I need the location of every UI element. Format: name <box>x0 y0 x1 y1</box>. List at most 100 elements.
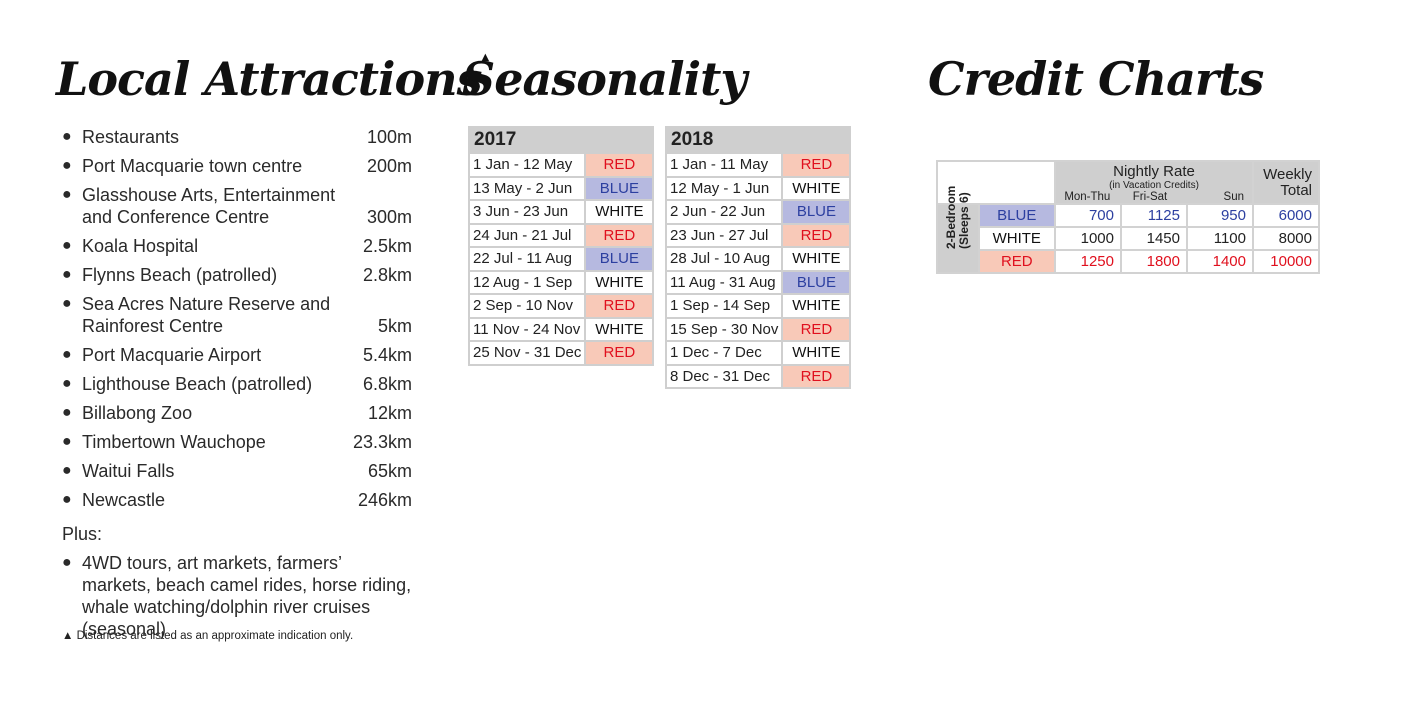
attraction-item: ● Lighthouse Beach (patrolled) 6.8km <box>62 373 412 395</box>
credit-season-label: BLUE <box>979 205 1054 226</box>
bullet-icon: ● <box>62 491 72 508</box>
date-range: 1 Jan - 12 May <box>470 154 585 176</box>
date-range: 3 Jun - 23 Jun <box>470 201 585 223</box>
season-year: 2018 <box>667 128 850 152</box>
credit-value: 8000 <box>1254 228 1318 249</box>
date-range: 24 Jun - 21 Jul <box>470 224 585 246</box>
col-fri-sat: Fri-Sat <box>1132 191 1168 203</box>
attraction-distance: 5.4km <box>362 345 412 365</box>
bullet-icon: ● <box>62 266 72 283</box>
distance-footnote: ▲ Distances are listed as an approximate… <box>62 630 354 642</box>
season-row: 22 Jul - 11 Aug BLUE <box>470 248 653 270</box>
attraction-distance: 23.3km <box>352 432 412 452</box>
credit-value: 10000 <box>1254 251 1318 272</box>
season-label: BLUE <box>586 248 653 270</box>
bullet-icon: ● <box>62 554 72 571</box>
attraction-distance: 12km <box>367 403 412 423</box>
attraction-distance: 2.5km <box>362 236 412 256</box>
date-range: 2 Jun - 22 Jun <box>667 201 782 223</box>
attraction-name: Restaurants <box>82 127 180 147</box>
attraction-name: Port Macquarie town centre <box>82 156 303 176</box>
season-label: RED <box>783 318 850 340</box>
season-label: RED <box>783 224 850 246</box>
attractions-list: ● Restaurants 100m ● Port Macquarie town cen… <box>62 126 412 518</box>
season-row: 12 May - 1 Jun WHITE <box>667 177 850 199</box>
col-mon-thu: Mon-Thu <box>1064 191 1111 203</box>
date-range: 22 Jul - 11 Aug <box>470 248 585 270</box>
date-range: 1 Jan - 11 May <box>667 154 782 176</box>
season-row: 1 Jan - 11 May RED <box>667 154 850 176</box>
season-label: WHITE <box>783 295 850 317</box>
season-label: RED <box>586 295 653 317</box>
season-label: RED <box>586 342 653 364</box>
attraction-name: Port Macquarie Airport <box>82 345 262 365</box>
season-row: 25 Nov - 31 Dec RED <box>470 342 653 364</box>
season-row: 1 Jan - 12 May RED <box>470 154 653 176</box>
attraction-name: Glasshouse Arts, Entertainment and Confe… <box>82 185 336 227</box>
attraction-item: ● Port Macquarie town centre 200m <box>62 155 412 177</box>
attraction-item: ● Newcastle 246km <box>62 489 412 511</box>
credit-value: 1100 <box>1188 228 1252 249</box>
season-label: BLUE <box>586 177 653 199</box>
credit-value: 1000 <box>1056 228 1120 249</box>
date-range: 25 Nov - 31 Dec <box>470 342 585 364</box>
credit-value: 1400 <box>1188 251 1252 272</box>
season-row: 3 Jun - 23 Jun WHITE <box>470 201 653 223</box>
season-row: 2 Jun - 22 Jun BLUE <box>667 201 850 223</box>
credit-value: 1250 <box>1056 251 1120 272</box>
season-row: 12 Aug - 1 Sep WHITE <box>470 271 653 293</box>
attraction-distance: 65km <box>367 461 412 481</box>
season-row: 11 Aug - 31 Aug BLUE <box>667 271 850 293</box>
attraction-item: ● Port Macquarie Airport 5.4km <box>62 344 412 366</box>
attraction-distance: 6.8km <box>362 374 412 394</box>
credit-value: 1125 <box>1122 205 1186 226</box>
date-range: 15 Sep - 30 Nov <box>667 318 782 340</box>
season-row: 23 Jun - 27 Jul RED <box>667 224 850 246</box>
bullet-icon: ● <box>62 157 72 174</box>
season-row: 2 Sep - 10 Nov RED <box>470 295 653 317</box>
bullet-icon: ● <box>62 346 72 363</box>
credit-charts-title: Credit Charts <box>928 52 1264 106</box>
season-label: WHITE <box>586 271 653 293</box>
season-label: RED <box>586 154 653 176</box>
attraction-distance: 100m <box>366 127 412 147</box>
weekly-total-header: Weekly Total <box>1254 162 1318 203</box>
bullet-icon: ● <box>62 462 72 479</box>
attraction-item: ● Koala Hospital 2.5km <box>62 235 412 257</box>
attraction-item: ● Waitui Falls 65km <box>62 460 412 482</box>
extra-activities: ● 4WD tours, art markets, farmers’ marke… <box>62 553 412 639</box>
attraction-item: ● Sea Acres Nature Reserve and Rainforest… <box>62 293 412 337</box>
season-row: 15 Sep - 30 Nov RED <box>667 318 850 340</box>
credit-season-label: RED <box>979 251 1054 272</box>
attraction-name: Sea Acres Nature Reserve and Rainforest … <box>82 294 331 336</box>
bullet-icon: ● <box>62 433 72 450</box>
date-range: 28 Jul - 10 Aug <box>667 248 782 270</box>
date-range: 8 Dec - 31 Dec <box>667 365 782 387</box>
attraction-item: ● Flynns Beach (patrolled) 2.8km <box>62 264 412 286</box>
attraction-name: Lighthouse Beach (patrolled) <box>82 374 313 394</box>
col-sun: Sun <box>1223 191 1245 203</box>
season-row: 8 Dec - 31 Dec RED <box>667 365 850 387</box>
season-row: 28 Jul - 10 Aug WHITE <box>667 248 850 270</box>
season-row: 11 Nov - 24 Nov WHITE <box>470 318 653 340</box>
plus-label: Plus: <box>62 524 103 544</box>
attraction-name: Newcastle <box>82 490 166 510</box>
attraction-item: ● Timbertown Wauchope 23.3km <box>62 431 412 453</box>
season-label: WHITE <box>783 177 850 199</box>
season-label: RED <box>783 365 850 387</box>
seasonality-title: Seasonality <box>462 52 747 106</box>
bullet-icon: ● <box>62 295 72 312</box>
season-year: 2017 <box>470 128 653 152</box>
attraction-name: Billabong Zoo <box>82 403 193 423</box>
bullet-icon: ● <box>62 128 72 145</box>
date-range: 1 Sep - 14 Sep <box>667 295 782 317</box>
date-range: 1 Dec - 7 Dec <box>667 342 782 364</box>
credit-chart-table: Nightly Rate (in Vacation Credits) Mon-T… <box>936 160 1320 274</box>
bullet-icon: ● <box>62 237 72 254</box>
date-range: 13 May - 2 Jun <box>470 177 585 199</box>
attraction-distance: 2.8km <box>362 265 412 285</box>
credit-value: 6000 <box>1254 205 1318 226</box>
title-footnote-mark: ▲ <box>481 52 490 63</box>
season-table-2017: 2017 1 Jan - 12 May RED 13 May - 2 Jun BLUE 3… <box>468 126 655 366</box>
date-range: 12 Aug - 1 Sep <box>470 271 585 293</box>
